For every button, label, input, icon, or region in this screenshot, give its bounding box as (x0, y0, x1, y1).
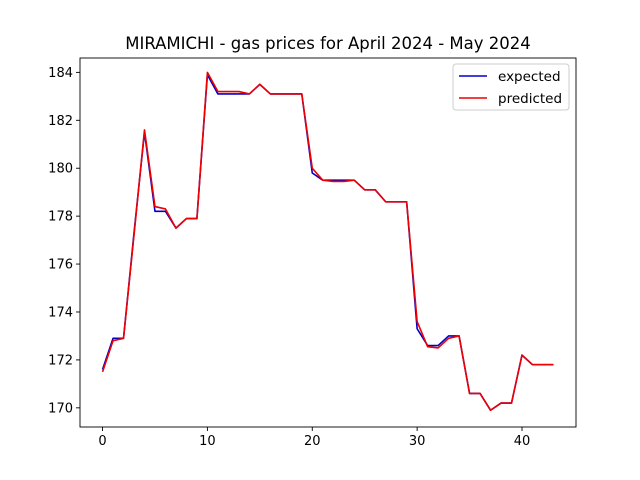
series-line-expected (101, 73, 554, 412)
plot-frame (79, 57, 577, 428)
y-tick-label: 184 (48, 66, 73, 81)
series-line-predicted (101, 71, 554, 412)
x-tick-label: 20 (304, 434, 321, 449)
y-tick-label: 170 (48, 401, 73, 416)
y-tick-label: 174 (48, 305, 73, 320)
plot-area (79, 57, 577, 428)
y-tick-label: 172 (48, 353, 73, 368)
legend-label-predicted: predicted (498, 91, 562, 107)
legend: expected predicted (452, 63, 570, 111)
chart-title: MIRAMICHI - gas prices for April 2024 - … (125, 34, 531, 53)
x-axis: 0 10 20 30 40 (98, 427, 530, 449)
x-tick-label: 40 (514, 434, 531, 449)
y-tick-label: 176 (48, 258, 73, 273)
x-tick-label: 0 (98, 434, 106, 449)
y-tick-label: 180 (48, 162, 73, 177)
x-tick-label: 10 (199, 434, 216, 449)
x-tick-label: 30 (409, 434, 426, 449)
y-axis: 170 172 174 176 178 180 182 184 (48, 66, 80, 416)
series-layer (101, 71, 554, 412)
legend-label-expected: expected (498, 69, 561, 85)
y-tick-label: 178 (48, 210, 73, 225)
y-tick-label: 182 (48, 114, 73, 129)
